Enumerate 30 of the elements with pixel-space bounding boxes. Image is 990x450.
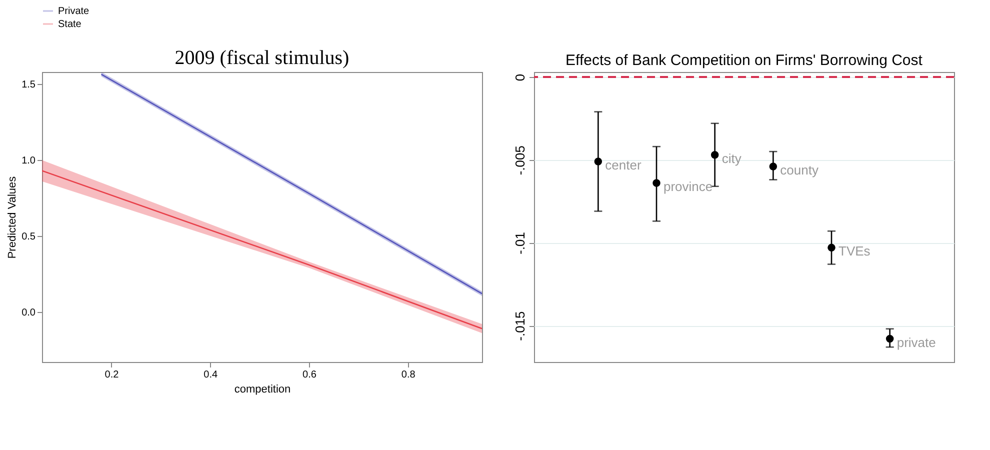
series-label: province [664,179,713,194]
x-tick-label: 0.6 [302,370,317,380]
series-label: TVEs [838,244,871,259]
series-label: city [722,150,742,166]
point [886,334,894,343]
point [594,158,602,166]
y-tick-label: 0.5 [22,231,36,242]
series-label: private [896,334,936,350]
series-label: county [780,162,819,178]
y-tick-label: -.01 [512,232,528,254]
series-label: center [605,157,642,172]
x-tick-label: 0.4 [204,370,218,380]
point [652,179,660,187]
x-tick-label: 0.2 [104,370,120,380]
chart-title: Effects of Bank Competition on Firms' Borrowing Cost [566,52,924,69]
x-tick-label: 0.8 [401,370,416,380]
legend-label: Private [58,6,90,17]
y-tick-label: 0.0 [22,307,36,318]
y-tick-label: 1.5 [22,80,36,91]
y-tick-label: -.005 [512,146,528,176]
x-axis-title: competition [234,384,291,396]
chart-title: 2009 (fiscal stimulus) [174,47,350,69]
point [769,162,778,170]
y-axis-title: Predicted Values [6,176,19,259]
y-tick-label: 1.0 [22,156,36,167]
point [828,244,836,252]
y-tick-label: -.015 [512,311,528,341]
point [710,150,719,159]
y-tick-label: 0 [512,74,528,82]
legend-label: State [58,19,82,30]
